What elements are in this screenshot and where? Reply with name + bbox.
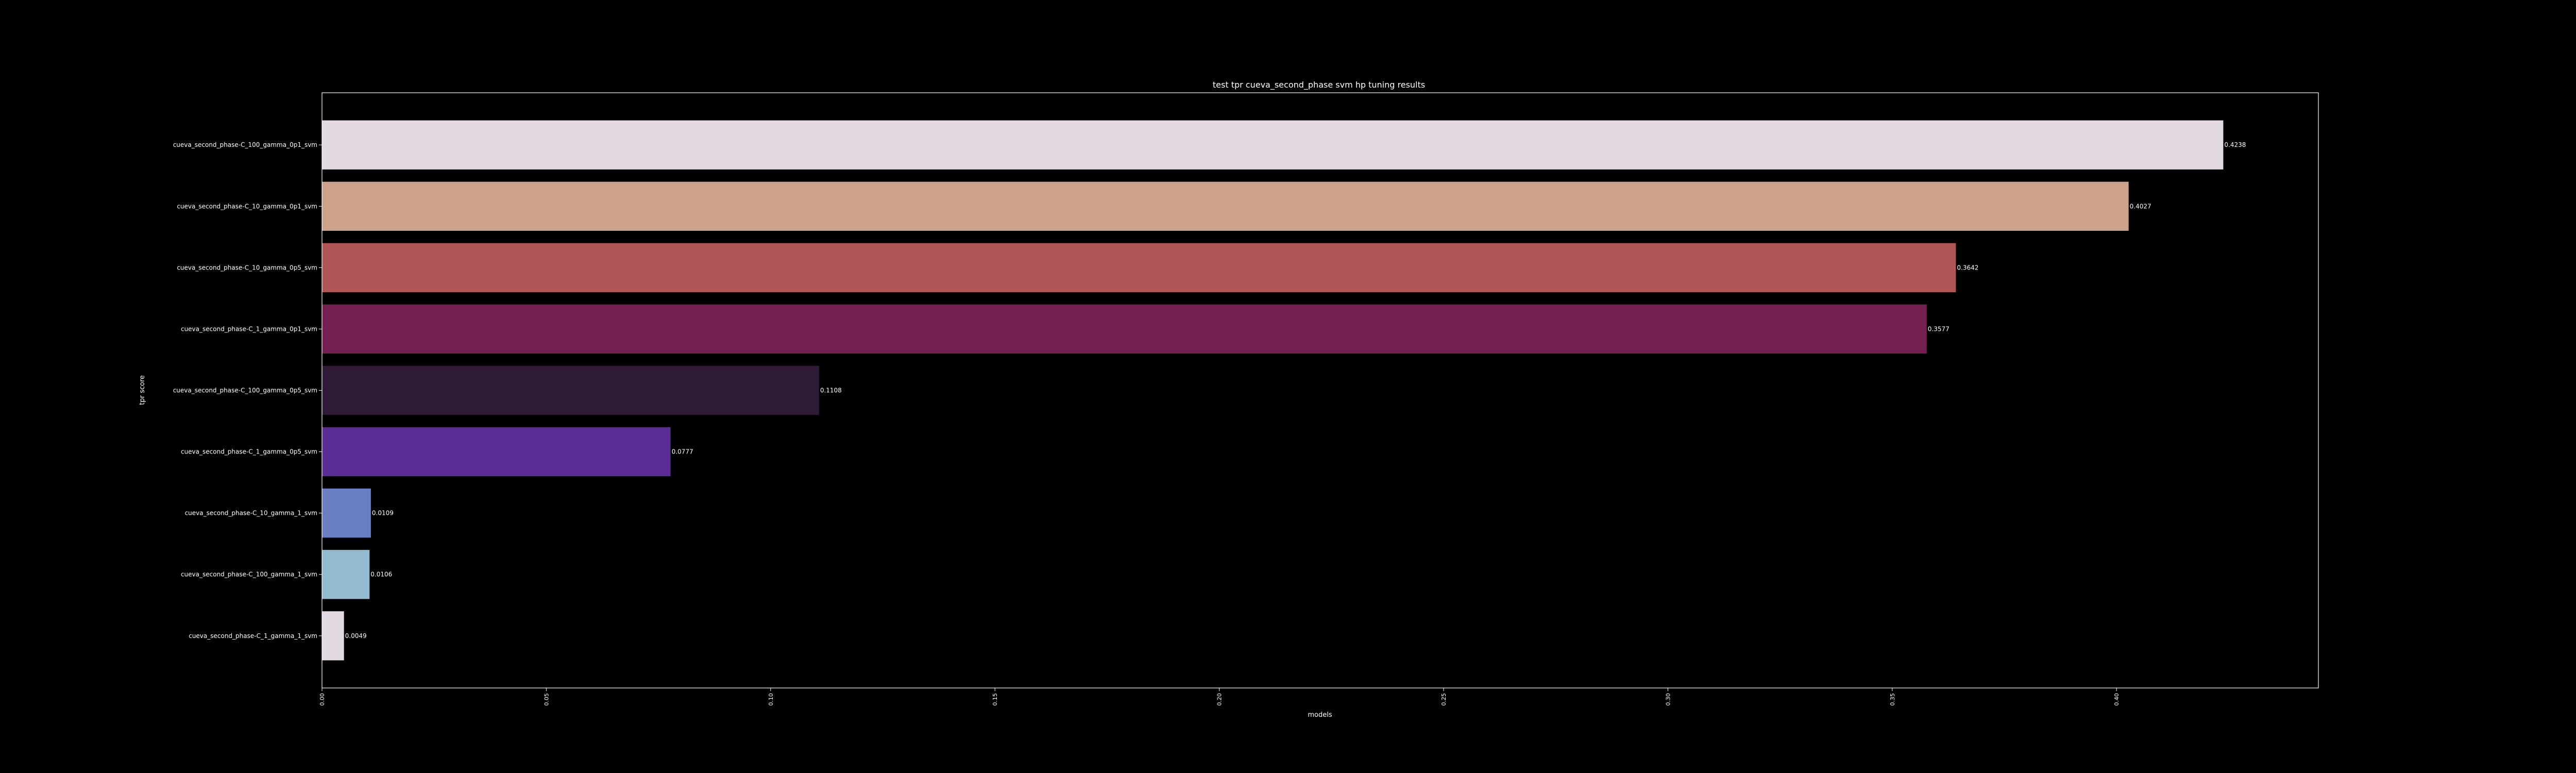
x-tick-label: 0.40 (2113, 693, 2120, 706)
x-tick-label: 0.15 (992, 693, 998, 706)
data-label: 0.0106 (370, 571, 392, 578)
x-tick-label: 0.30 (1665, 693, 1671, 706)
chart-title: test tpr cueva_second_phase svm hp tunin… (1213, 80, 1425, 90)
x-tick-label: 0.20 (1216, 693, 1223, 706)
plot-area: cueva_second_phase-C_100_gamma_0p1_svm 0.… (173, 120, 2246, 706)
x-tick-label: 0.10 (768, 693, 774, 706)
bar (322, 365, 819, 415)
data-label: 0.3577 (1928, 325, 1950, 332)
data-label: 0.3642 (1957, 264, 1978, 271)
bar (322, 427, 671, 477)
x-axis-label: models (1308, 711, 1332, 719)
y-tick-label: cueva_second_phase-C_100_gamma_1_svm (181, 571, 317, 578)
y-axis-label: tpr score (139, 375, 146, 405)
bar (322, 550, 370, 599)
data-label: 0.4238 (2224, 141, 2246, 148)
bar (322, 304, 1927, 354)
y-tick-label: cueva_second_phase-C_10_gamma_0p1_svm (177, 203, 317, 210)
y-tick-label: cueva_second_phase-C_100_gamma_0p1_svm (173, 141, 317, 148)
plot-frame (321, 92, 2319, 688)
y-tick-label: cueva_second_phase-C_100_gamma_0p5_svm (173, 387, 317, 394)
y-tick-label: cueva_second_phase-C_10_gamma_1_svm (185, 510, 317, 517)
bar (322, 243, 1956, 292)
bar (322, 611, 344, 661)
data-label: 0.4027 (2130, 203, 2151, 210)
data-label: 0.0777 (672, 448, 693, 456)
x-tick-label: 0.05 (543, 693, 550, 706)
bar (322, 489, 371, 538)
x-tick-label: 0.35 (1889, 693, 1896, 706)
x-tick-label: 0.25 (1440, 693, 1447, 706)
y-tick-label: cueva_second_phase-C_1_gamma_0p1_svm (181, 325, 317, 332)
x-tick-label: 0.00 (319, 693, 326, 706)
y-tick-label: cueva_second_phase-C_10_gamma_0p5_svm (177, 264, 317, 271)
data-label: 0.0049 (345, 632, 367, 640)
bar (322, 120, 2224, 170)
data-label: 0.0109 (372, 510, 394, 517)
y-tick-label: cueva_second_phase-C_1_gamma_1_svm (189, 632, 317, 640)
y-tick-label: cueva_second_phase-C_1_gamma_0p5_svm (181, 448, 317, 456)
bar (322, 181, 2129, 231)
data-label: 0.1108 (820, 387, 842, 394)
